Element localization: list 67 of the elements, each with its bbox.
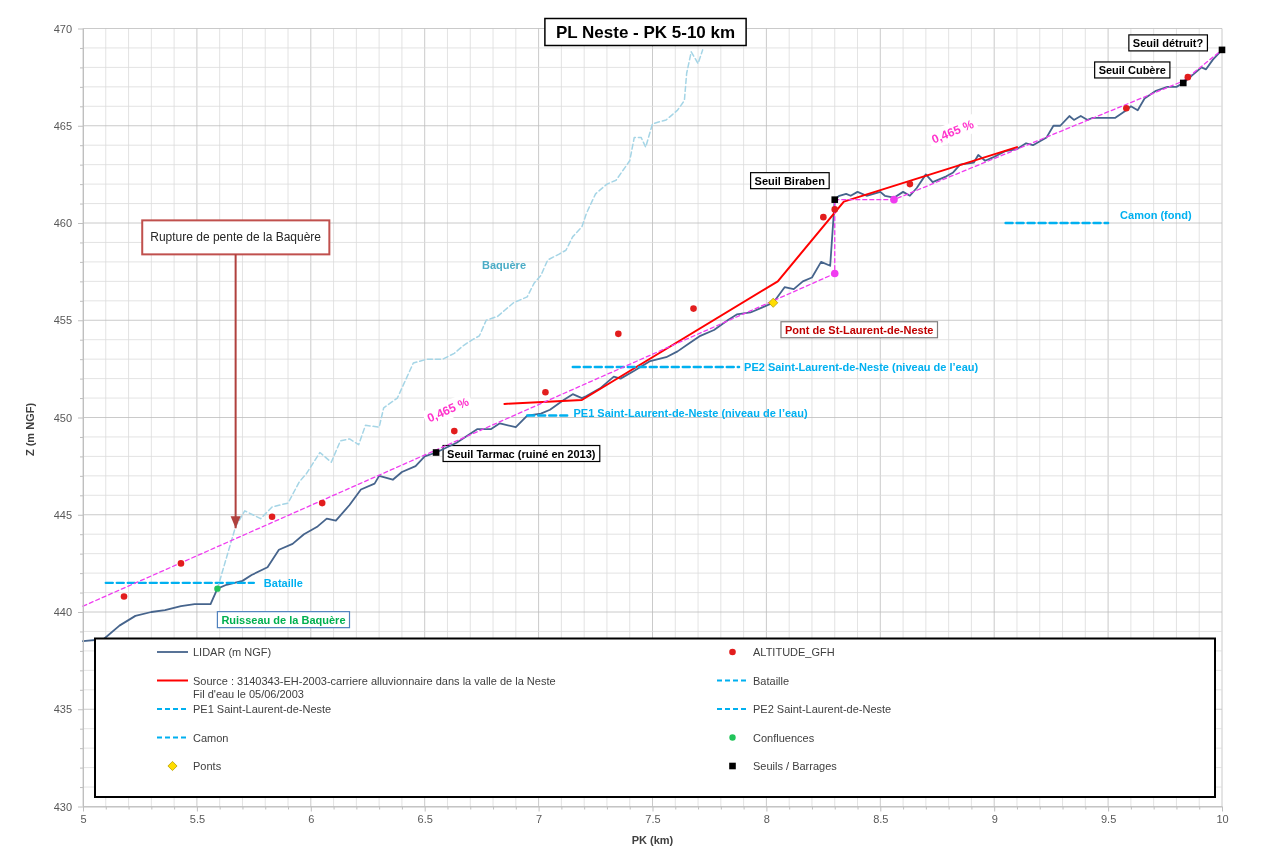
legend-label: PE1 Saint-Laurent-de-Neste [193, 703, 332, 715]
annotation: PE1 Saint-Laurent-de-Neste (niveau de l’eau) [573, 407, 808, 420]
annotation: Seuil détruit? [1132, 36, 1204, 49]
x-tick-label: 8 [763, 813, 770, 826]
annotation: PE2 Saint-Laurent-de-Neste (niveau de l’eau) [744, 360, 979, 373]
point [615, 330, 622, 338]
annotation: Pont de St-Laurent-de-Neste [784, 323, 934, 336]
point [831, 196, 839, 203]
annotation: Rupture de pente de la Baquère [150, 230, 322, 245]
legend-label: Bataille [753, 674, 790, 687]
legend-label: Source : 3140343-EH-2003-carriere alluvionnaire dans la valle de la Neste Fil d'eau le 05/06/2003 [193, 674, 556, 700]
annotation: 0,465 % [929, 116, 977, 147]
y-tick-label: 455 [53, 314, 72, 327]
point [830, 269, 839, 278]
x-tick-label: 7.5 [645, 813, 661, 826]
annotation: Seuil Tarmac (ruiné en 2013) [447, 447, 596, 460]
point [1179, 79, 1187, 87]
legend-label: Ponts [193, 760, 222, 772]
annotation: Seuil Cubère [1098, 63, 1166, 76]
legend-label: Seuils / Barrages [753, 760, 838, 772]
x-tick-label: 6 [308, 813, 315, 826]
point [451, 427, 458, 435]
point [890, 195, 898, 204]
y-tick-label: 470 [53, 22, 72, 35]
point [120, 593, 128, 600]
x-tick-label: 10 [1216, 813, 1229, 826]
y-tick-label: 450 [53, 411, 72, 424]
point [820, 213, 827, 221]
legend-label: ALTITUDE_GFH [753, 646, 835, 658]
legend-label: PE2 Saint-Laurent-de-Neste [753, 703, 892, 715]
annotation: Ruisseau de la Baquère [221, 613, 346, 626]
annotation: Bataille [263, 576, 303, 589]
point [214, 585, 221, 592]
x-tick-label: 7 [536, 813, 543, 826]
point [268, 513, 276, 520]
y-tick-label: 440 [53, 606, 72, 619]
point [831, 206, 839, 213]
x-tick-label: 9.5 [1100, 813, 1117, 826]
x-tick-label: 6.5 [417, 813, 433, 826]
y-axis-title: Z (m NGF) [24, 402, 36, 457]
y-tick-label: 445 [53, 508, 72, 521]
point [690, 305, 697, 312]
legend-label: LIDAR (m NGF) [193, 646, 272, 658]
x-tick-label: 5 [80, 813, 87, 826]
point [768, 297, 779, 308]
point [318, 499, 326, 507]
x-tick-label: 5.5 [189, 813, 206, 826]
point [177, 560, 185, 567]
point [542, 388, 549, 396]
x-tick-label: 9 [991, 813, 998, 826]
annotation: 0,465 % [425, 394, 472, 426]
point [432, 449, 440, 456]
y-tick-label: 430 [53, 800, 72, 813]
y-tick-label: 460 [53, 217, 72, 230]
y-tick-label: 435 [53, 703, 72, 716]
annotation: Baquère [481, 259, 527, 271]
point [906, 180, 914, 188]
legend-label: Camon [193, 731, 229, 744]
x-tick-label: 8.5 [873, 813, 889, 826]
point [1184, 73, 1192, 81]
annotation: Camon (fond) [1120, 208, 1192, 221]
legend-label: Confluences [753, 731, 815, 744]
y-tick-label: 465 [53, 119, 72, 132]
point [1123, 104, 1130, 112]
chart-title: PL Neste - PK 5-10 km [555, 22, 736, 42]
annotation: Seuil Biraben [754, 174, 826, 187]
x-axis-title: PK (km) [631, 834, 674, 846]
